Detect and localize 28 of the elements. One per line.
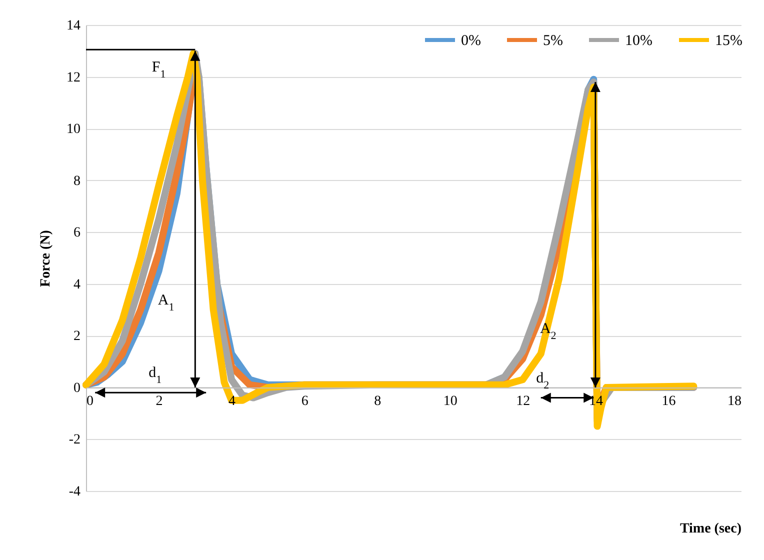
annotation: d$_{2}$ bbox=[536, 370, 550, 392]
y-tick-label: 4 bbox=[74, 277, 80, 292]
y-tick-label: 6 bbox=[74, 226, 80, 241]
x-tick-label: 0 bbox=[86, 394, 94, 409]
x-tick-label: 2 bbox=[156, 394, 163, 409]
y-tick-label: 8 bbox=[74, 174, 80, 189]
annotation: F$_{1}$ bbox=[152, 60, 166, 81]
legend-label: 15% bbox=[715, 33, 742, 49]
y-tick-label: -4 bbox=[68, 484, 80, 500]
y-tick-label: 12 bbox=[66, 70, 80, 86]
legend-label: 5% bbox=[543, 33, 563, 49]
x-tick-label: 10 bbox=[443, 394, 458, 409]
annotation: A$_{1}$ bbox=[158, 292, 174, 314]
annotation: d$_{1}$ bbox=[148, 365, 162, 386]
y-tick-label: 0 bbox=[74, 380, 80, 396]
legend-label: 0% bbox=[461, 33, 481, 49]
x-tick-label: 18 bbox=[728, 394, 742, 409]
x-tick-label: 6 bbox=[301, 394, 308, 409]
y-tick-label: 2 bbox=[74, 329, 80, 344]
y-tick-label: 14 bbox=[66, 18, 80, 34]
y-tick-label: 10 bbox=[66, 122, 80, 138]
x-axis-title: Time (sec) bbox=[680, 522, 742, 536]
x-tick-label: 8 bbox=[374, 394, 382, 409]
y-axis-title: Force (N) bbox=[38, 230, 54, 287]
x-tick-label: 12 bbox=[516, 394, 530, 409]
legend-label: 10% bbox=[625, 33, 652, 49]
x-tick-label: 16 bbox=[662, 394, 676, 409]
y-tick-label: -2 bbox=[68, 432, 80, 448]
